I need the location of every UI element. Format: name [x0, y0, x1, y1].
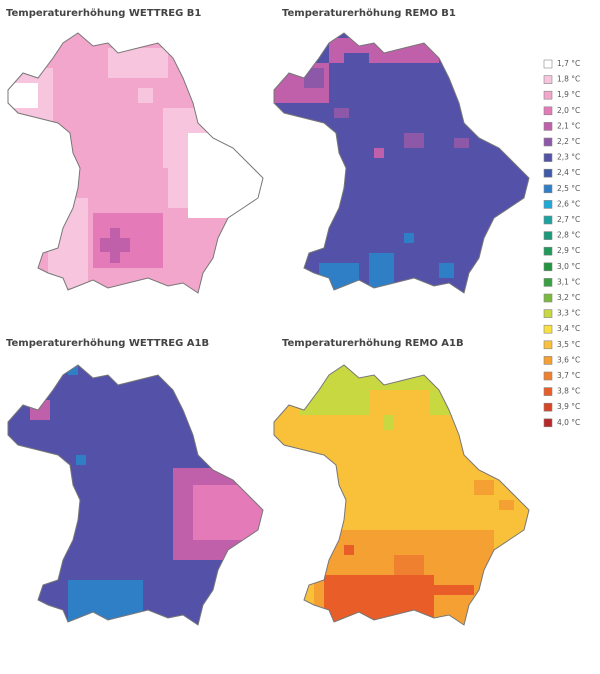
region	[68, 365, 78, 375]
legend-swatch	[543, 309, 553, 318]
region	[138, 88, 153, 103]
legend-label: 2,2 °C	[557, 137, 580, 146]
region	[394, 555, 424, 575]
legend-swatch	[543, 153, 553, 162]
legend-swatch	[543, 371, 553, 381]
legend-label: 1,7 °C	[557, 59, 580, 68]
legend-label: 2,7 °C	[557, 215, 580, 224]
legend-swatch	[543, 246, 553, 256]
region	[384, 415, 394, 430]
legend-swatch	[543, 324, 553, 334]
legend-label: 3,6 °C	[557, 355, 580, 364]
legend-label: 2,5 °C	[557, 184, 580, 193]
legend-swatch	[543, 122, 553, 131]
legend-label: 3,8 °C	[557, 387, 580, 396]
legend-swatch	[543, 231, 553, 240]
map-fill	[274, 365, 529, 625]
legend-label: 3,0 °C	[557, 262, 580, 271]
legend-swatch	[543, 215, 553, 225]
map	[7, 364, 264, 626]
legend-label: 3,4 °C	[557, 324, 580, 333]
panel-title: Temperaturerhöhung WETTREG B1	[6, 8, 201, 19]
legend-label: 2,6 °C	[557, 199, 580, 208]
region	[324, 575, 434, 625]
region	[60, 530, 70, 550]
region	[193, 485, 263, 540]
map	[7, 32, 264, 294]
region	[374, 148, 384, 158]
map-fill	[8, 33, 263, 293]
region	[304, 68, 324, 88]
legend-swatch	[543, 184, 553, 194]
region	[8, 83, 38, 108]
region	[499, 500, 514, 510]
legend-swatch	[543, 90, 553, 100]
legend-swatch	[543, 293, 553, 303]
legend-swatch	[543, 75, 553, 84]
legend-swatch	[543, 59, 553, 69]
legend-label: 2,1 °C	[557, 121, 580, 130]
region	[76, 455, 86, 465]
legend-swatch	[543, 418, 553, 428]
legend-label: 3,3 °C	[557, 309, 580, 318]
legend-swatch	[543, 387, 553, 396]
legend-swatch	[543, 137, 553, 147]
region	[434, 585, 474, 595]
legend-label: 3,7 °C	[557, 371, 580, 380]
legend-swatch	[543, 262, 553, 272]
region	[404, 133, 424, 148]
legend-label: 2,9 °C	[557, 246, 580, 255]
region	[110, 228, 120, 263]
legend-label: 3,9 °C	[557, 402, 580, 411]
region	[334, 108, 349, 118]
legend-swatch	[543, 278, 553, 287]
region	[274, 33, 529, 293]
legend-label: 4,0 °C	[557, 418, 580, 427]
legend-label: 2,8 °C	[557, 231, 580, 240]
legend-label: 2,4 °C	[557, 168, 580, 177]
maps	[7, 32, 530, 626]
legend-label: 2,3 °C	[557, 153, 580, 162]
map-fill	[274, 33, 529, 293]
legend-label: 2,0 °C	[557, 106, 580, 115]
legend-swatch	[543, 200, 553, 209]
region	[30, 400, 50, 420]
region	[474, 480, 494, 495]
legend-label: 3,2 °C	[557, 293, 580, 302]
legend-label: 1,9 °C	[557, 90, 580, 99]
region	[344, 545, 354, 555]
legend-swatch	[543, 356, 553, 365]
legend-label: 3,1 °C	[557, 277, 580, 286]
panel-title: Temperaturerhöhung REMO B1	[282, 8, 456, 19]
legend-label: 3,5 °C	[557, 340, 580, 349]
region	[369, 390, 429, 415]
legend-swatch	[543, 106, 553, 116]
region	[68, 580, 143, 625]
region	[404, 233, 414, 243]
legend-swatch	[543, 168, 553, 178]
legend-swatch	[543, 402, 553, 412]
legend-label: 1,8 °C	[557, 75, 580, 84]
map-fill	[8, 365, 263, 625]
map	[273, 32, 530, 294]
region	[439, 263, 454, 278]
region	[344, 53, 369, 68]
legend: 1,7 °C 1,8 °C 1,9 °C 2,0 °C 2,1 °C 2,2 °C 2,3 …	[543, 59, 580, 428]
legend-swatch	[543, 340, 553, 350]
region	[454, 138, 469, 148]
region	[369, 253, 394, 288]
panel-title: Temperaturerhöhung REMO A1B	[282, 338, 464, 349]
map	[273, 364, 530, 626]
panel-title: Temperaturerhöhung WETTREG A1B	[6, 338, 209, 349]
